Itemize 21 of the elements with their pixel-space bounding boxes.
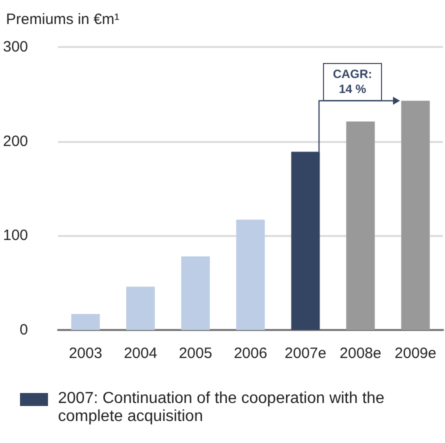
- y-tick-label: 300: [2, 38, 28, 56]
- y-tick-label: 100: [2, 227, 28, 244]
- x-tick-label: 2007e: [284, 345, 326, 362]
- bar: [346, 122, 375, 330]
- annotation: CAGR: 14 %: [323, 62, 382, 101]
- x-tick-label: 2009e: [394, 345, 436, 362]
- y-axis-title: Premiums in €m¹: [6, 11, 120, 28]
- bar: [291, 152, 320, 330]
- x-tick-label: 2003: [68, 345, 102, 362]
- bar: [71, 314, 100, 330]
- y-tick-label: 200: [2, 132, 28, 150]
- bar: [401, 100, 430, 330]
- bar: [126, 286, 155, 330]
- x-tick-label: 2006: [234, 345, 268, 362]
- x-tick-label: 2005: [178, 345, 212, 362]
- x-tick-label: 2004: [124, 345, 158, 362]
- bar: [236, 220, 265, 330]
- y-tick-label: 0: [20, 322, 28, 338]
- bar: [181, 256, 210, 330]
- x-tick-label: 2008e: [340, 345, 382, 362]
- text: 2007: Continuation of the cooperation with the complete acquisition: [58, 390, 386, 426]
